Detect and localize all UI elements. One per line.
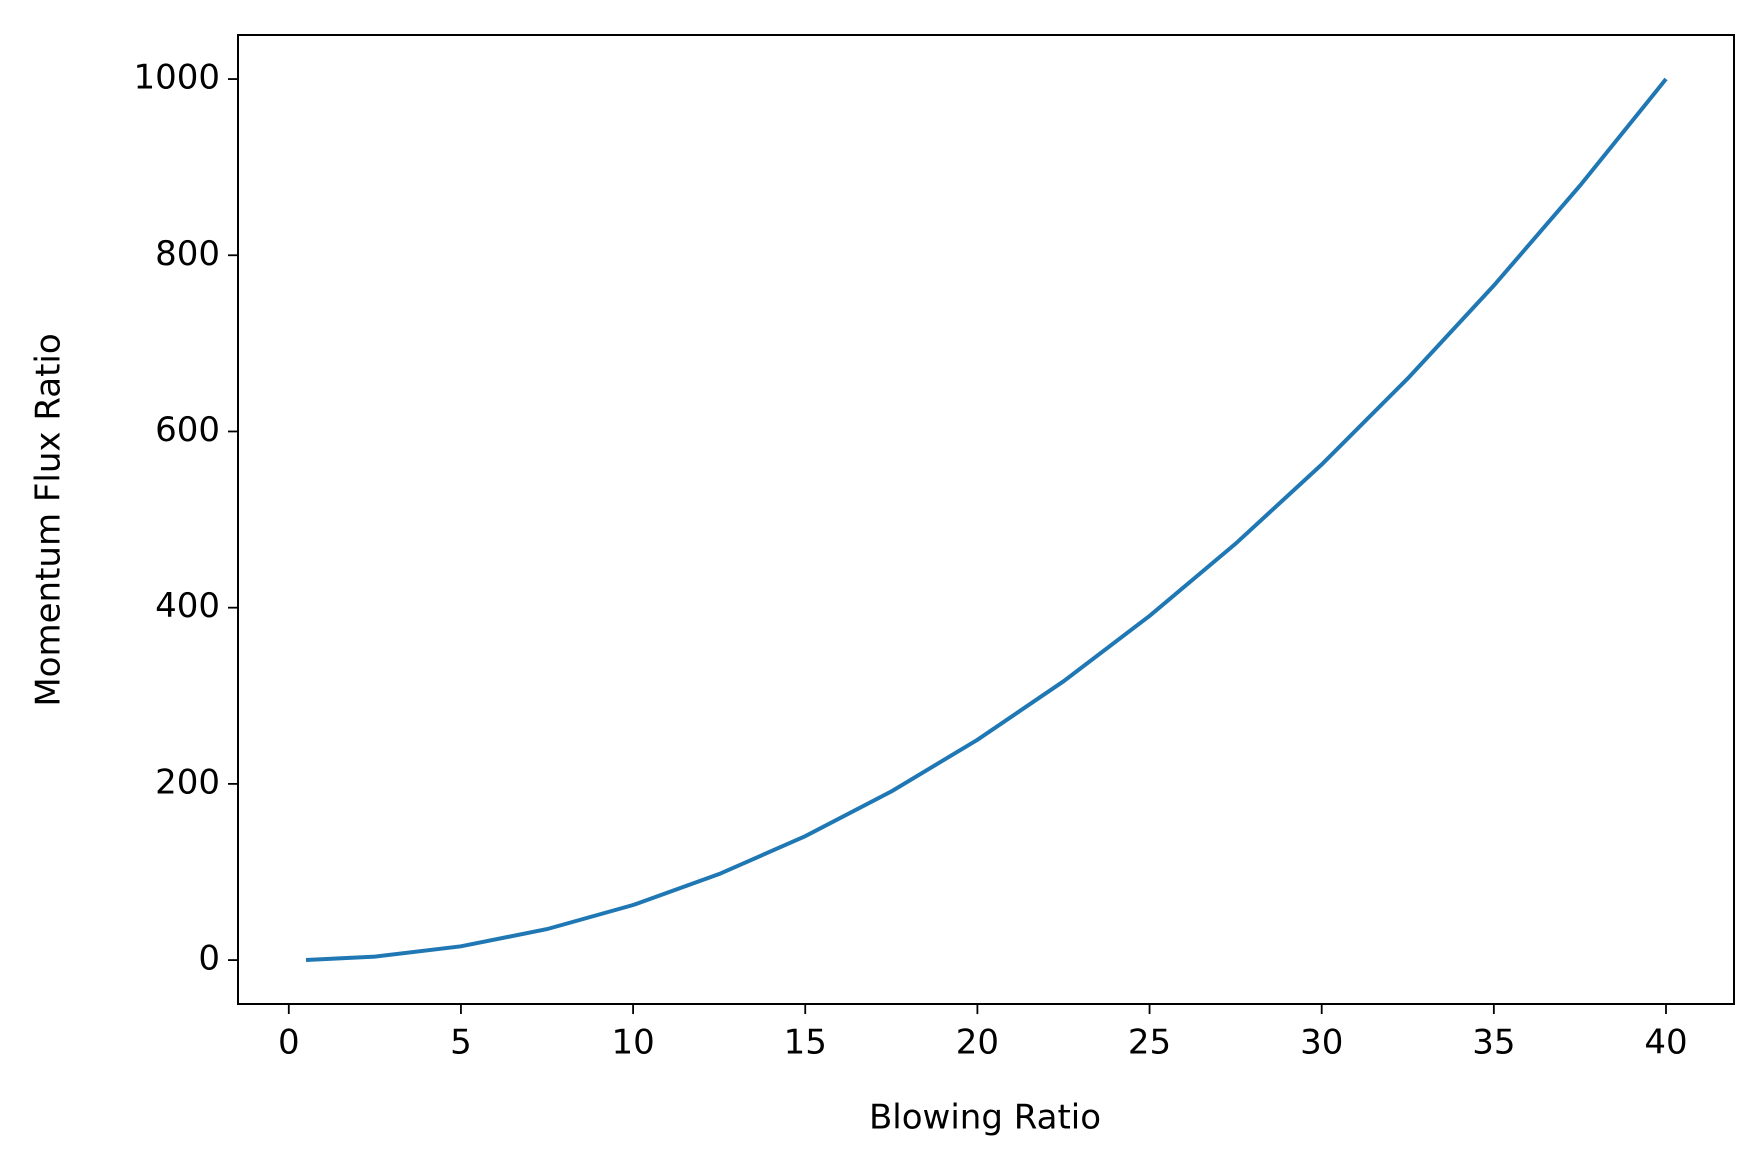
x-tick-label: 20: [956, 1023, 999, 1063]
y-axis-label: Momentum Flux Ratio: [29, 333, 69, 706]
y-tick-label: 0: [198, 939, 220, 979]
y-tick-label: 200: [155, 762, 220, 802]
plot-frame: [237, 34, 1735, 1005]
x-tick-label: 35: [1472, 1023, 1515, 1063]
x-axis-label: Blowing Ratio: [869, 1098, 1101, 1138]
y-tick-label: 1000: [133, 58, 220, 98]
x-tick-label: 0: [278, 1023, 300, 1063]
y-tick-label: 400: [155, 586, 220, 626]
line: [305, 77, 1668, 962]
x-tick-label: 30: [1300, 1023, 1343, 1063]
x-tick-label: 5: [450, 1023, 472, 1063]
y-tick-label: 600: [155, 410, 220, 450]
x-tick-label: 10: [611, 1023, 654, 1063]
x-tick-label: 40: [1644, 1023, 1687, 1063]
x-tick-label: 15: [784, 1023, 827, 1063]
x-tick-label: 25: [1128, 1023, 1171, 1063]
y-tick-label: 800: [155, 234, 220, 274]
